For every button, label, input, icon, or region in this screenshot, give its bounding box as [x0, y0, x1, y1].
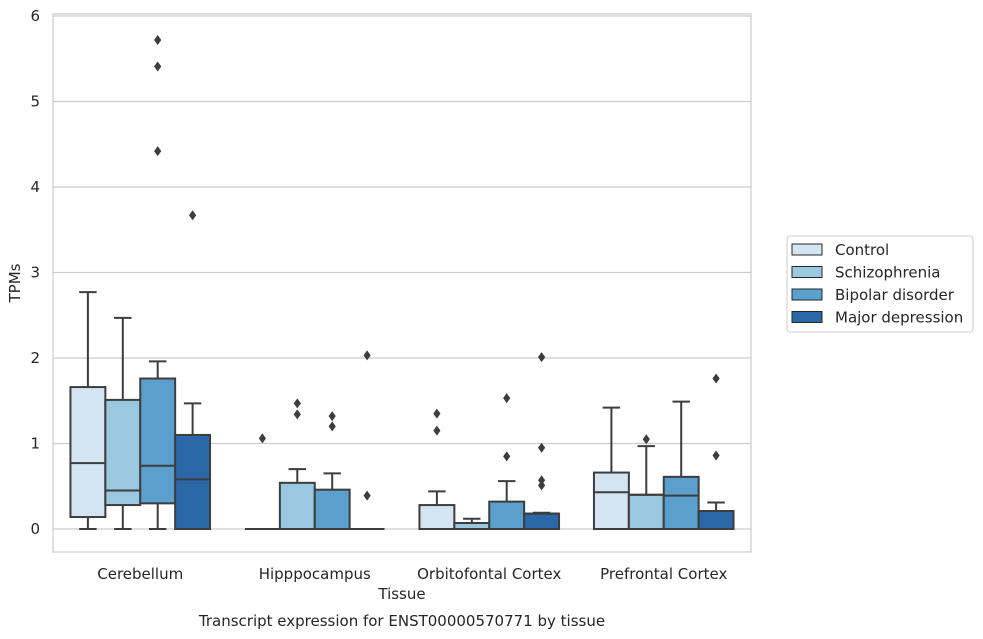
chart-caption: Transcript expression for ENST0000057077… [198, 612, 605, 630]
x-tick-label: Hipppocampus [259, 565, 371, 583]
box-2-3 [523, 352, 561, 530]
legend-swatch [791, 311, 823, 323]
outlier-point [363, 350, 371, 361]
y-tick-label: 0 [30, 520, 40, 538]
box-iqr [488, 500, 526, 531]
legend-label: Schizophrenia [835, 264, 940, 282]
x-tick-label: Orbitofontal Cortex [417, 565, 561, 583]
outlier-point [642, 434, 650, 445]
box-iqr [592, 471, 630, 531]
legend-swatch [791, 243, 823, 256]
plot-area-frame [52, 13, 752, 553]
outlier-point [293, 398, 301, 409]
outlier-point [154, 61, 162, 72]
y-tick-label: 3 [30, 264, 40, 282]
y-tick-label: 6 [30, 7, 40, 25]
box-2-2 [488, 393, 526, 531]
box-iqr [697, 510, 735, 531]
y-tick-label: 1 [30, 435, 40, 453]
box-2-0 [418, 408, 456, 530]
x-tick-label: Cerebellum [97, 565, 183, 583]
outlier-point [538, 352, 546, 363]
legend-label: Bipolar disorder [835, 286, 955, 304]
box-iqr [418, 504, 456, 530]
outlier-point [328, 411, 336, 422]
box-iqr [278, 481, 316, 530]
box-1-1 [278, 398, 316, 530]
box-2-1 [453, 517, 491, 531]
box-1-2 [313, 411, 351, 531]
box-0-1 [104, 316, 142, 530]
box-3-1 [627, 434, 665, 530]
outlier-point [293, 409, 301, 420]
box-iqr [662, 475, 700, 530]
outlier-point [712, 450, 720, 461]
outlier-point [328, 421, 336, 432]
legend-frame [786, 235, 974, 333]
box-0-0 [69, 291, 107, 530]
box-iqr [104, 398, 142, 507]
y-tick-labels: 0 1 2 3 4 5 6 [30, 7, 40, 538]
box-0-2 [139, 34, 177, 530]
outlier-point [189, 210, 197, 221]
legend-label: Control [835, 241, 889, 259]
outlier-point [154, 34, 162, 45]
x-axis-label: Tissue [377, 585, 425, 603]
outlier-point [503, 393, 511, 404]
box-1-3 [349, 350, 385, 530]
x-tick-label: Prefrontal Cortex [600, 565, 727, 583]
y-tick-label: 5 [30, 93, 40, 111]
box-0-3 [174, 210, 212, 531]
outlier-point [538, 442, 546, 453]
outlier-point [712, 373, 720, 384]
box-3-3 [697, 373, 735, 531]
legend-label: Major depression [835, 309, 963, 327]
legend: Control Schizophrenia Bipolar disorder Majo… [786, 235, 974, 333]
box-1-0 [244, 433, 280, 530]
box-iqr [69, 386, 107, 519]
y-tick-label: 4 [30, 178, 40, 196]
outlier-point [503, 451, 511, 462]
outlier-point [154, 146, 162, 157]
legend-swatch [791, 266, 823, 278]
outlier-point [258, 433, 266, 444]
y-axis-label: TPMs [6, 263, 24, 303]
outlier-point [433, 425, 441, 436]
box-iqr [627, 493, 665, 530]
box-3-0 [592, 406, 630, 531]
outlier-point [433, 408, 441, 419]
y-tick-label: 2 [30, 349, 40, 367]
outlier-point [363, 490, 371, 501]
x-tick-labels: Cerebellum Hipppocampus Orbitofontal Corte… [97, 565, 727, 583]
box-iqr [313, 488, 351, 531]
outlier-point [538, 475, 546, 486]
box-iqr [523, 512, 561, 530]
box-3-2 [662, 400, 700, 530]
legend-swatch [791, 288, 823, 301]
box-iqr [139, 377, 177, 505]
outlier-point [538, 480, 546, 491]
box-iqr [174, 433, 212, 531]
box-layer [69, 34, 735, 531]
